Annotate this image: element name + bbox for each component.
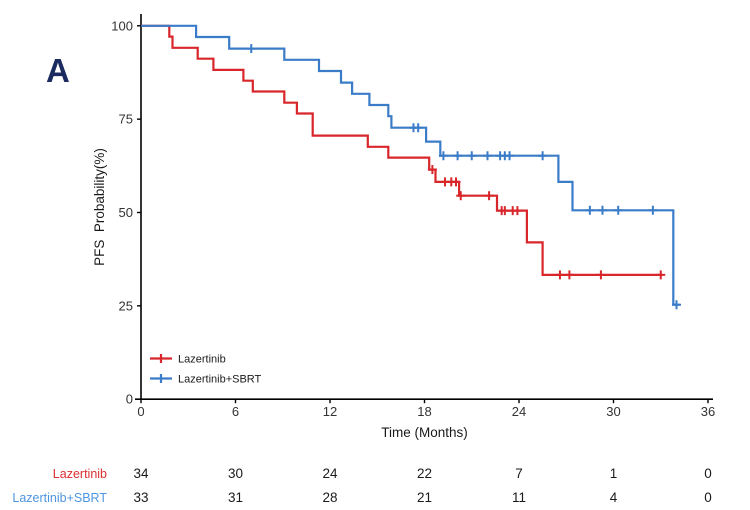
x-tick-label: 6 — [232, 404, 239, 419]
risk-table-value: 31 — [228, 490, 243, 505]
risk-table-value: 34 — [133, 466, 149, 481]
x-tick-label: 12 — [323, 404, 337, 419]
risk-table-value: 11 — [512, 490, 526, 505]
legend-label: Lazertinib+SBRT — [178, 374, 262, 386]
x-tick-label: 24 — [512, 404, 526, 419]
km-series-lazertinib — [141, 24, 666, 280]
x-tick-label: 0 — [137, 404, 144, 419]
legend-label: Lazertinib — [178, 354, 226, 366]
y-tick-label: 0 — [126, 392, 133, 407]
risk-table-value: 33 — [133, 490, 148, 505]
x-tick-label: 30 — [606, 404, 620, 419]
risk-table-value: 0 — [704, 466, 712, 481]
legend-item: Lazertinib — [150, 354, 226, 366]
risk-table-value: 0 — [704, 490, 712, 505]
risk-table: Lazertinib 34 30 24 22 7 1 0 Lazertinib+SBRT 33 31… — [12, 466, 711, 505]
x-tick-label: 36 — [701, 404, 715, 419]
risk-table-row-label: Lazertinib+SBRT — [12, 491, 107, 505]
risk-table-value: 22 — [417, 466, 432, 481]
risk-table-value: 28 — [322, 490, 337, 505]
risk-table-value: 4 — [610, 490, 618, 505]
y-axis-title: PFS Probability(%) — [92, 148, 107, 266]
risk-table-row-label: Lazertinib — [53, 467, 107, 481]
y-tick-label: 100 — [111, 18, 133, 33]
risk-table-value: 24 — [322, 466, 338, 481]
legend-item: Lazertinib+SBRT — [150, 374, 262, 386]
km-series-lazertinib-sbrt — [141, 24, 681, 310]
risk-table-value: 1 — [610, 466, 618, 481]
y-tick-label: 25 — [119, 298, 133, 313]
x-tick-label: 18 — [417, 404, 431, 419]
y-tick-label: 50 — [119, 205, 133, 220]
risk-table-value: 21 — [417, 490, 432, 505]
km-curve — [141, 24, 680, 306]
x-axis-title: Time (Months) — [381, 425, 468, 440]
panel-label: A — [46, 52, 70, 89]
risk-table-value: 30 — [228, 466, 243, 481]
y-tick-label: 75 — [119, 112, 133, 127]
risk-table-row: Lazertinib+SBRT 33 31 28 21 11 4 0 — [12, 490, 711, 505]
risk-table-row: Lazertinib 34 30 24 22 7 1 0 — [53, 466, 712, 481]
legend: Lazertinib Lazertinib+SBRT — [150, 354, 262, 386]
risk-table-value: 7 — [515, 466, 523, 481]
km-curve — [141, 24, 663, 276]
